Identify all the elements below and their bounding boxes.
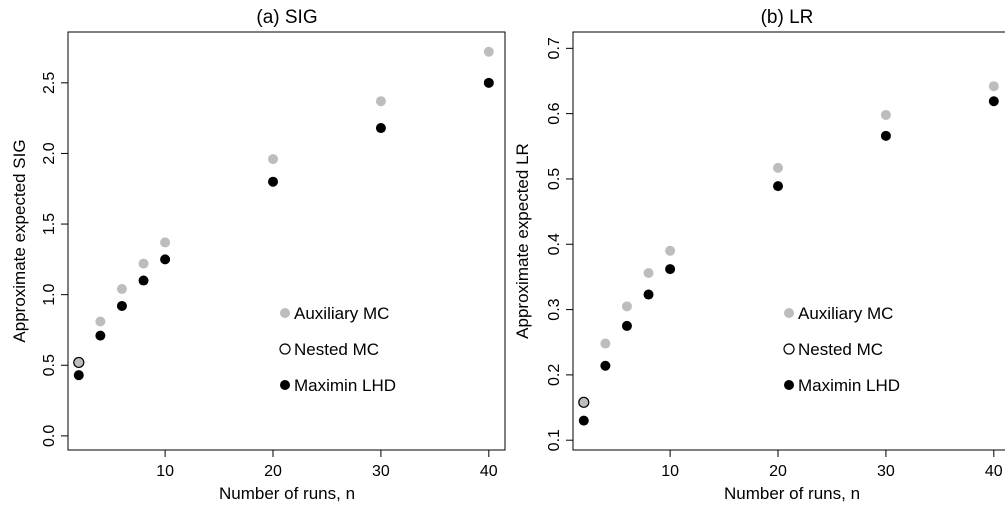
panel-a-x-tick-label: 10: [156, 463, 174, 480]
panel-a-point-auxiliary-mc: [73, 357, 84, 368]
panel-b-point-auxiliary-mc: [773, 162, 784, 173]
panel-a-y-tick-label: 1.5: [41, 213, 58, 235]
legend-label-nested-mc: Nested MC: [798, 340, 883, 359]
panel-a-y-axis: 0.0 0.5 1.0 1.5 2.0 2.5: [41, 72, 68, 447]
panel-b-y-tick-label: 0.6: [546, 102, 563, 124]
panel-a-plot-frame: [67, 31, 506, 451]
panel-b-y-tick-label: 0.3: [546, 298, 563, 320]
panel-a-point-maximin-lhd: [483, 77, 494, 88]
panel-a-x-axis-title: Number of runs, n: [219, 484, 355, 503]
legend-marker-nested-mc: [783, 343, 795, 355]
panel-b-y-tick-label: 0.7: [546, 37, 563, 59]
panel-a-point-maximin-lhd: [268, 176, 279, 187]
panel-b-point-maximin-lhd: [988, 96, 999, 107]
panel-b-plot-frame: [572, 31, 1005, 451]
panel-b-x-tick-label: 20: [769, 463, 787, 480]
panel-a-point-maximin-lhd: [160, 254, 171, 265]
panel-b-x-tick-label: 40: [985, 463, 1003, 480]
panel-b-y-tick-label: 0.4: [546, 233, 563, 255]
panel-a-y-axis-title: Approximate expected SIG: [10, 139, 29, 342]
legend-label-auxiliary-mc: Auxiliary MC: [798, 304, 893, 323]
legend-label-nested-mc: Nested MC: [294, 340, 379, 359]
legend-marker-nested-mc: [279, 343, 291, 355]
panel-b-point-auxiliary-mc: [621, 301, 632, 312]
panel-b-y-tick-label: 0.2: [546, 364, 563, 386]
panel-b-x-axis: 10 20 30 40: [661, 450, 1003, 480]
panel-a-point-auxiliary-mc: [138, 258, 149, 269]
panel-a-points: [73, 46, 494, 381]
panel-b-legend: Auxiliary MC Nested MC Maximin LHD: [783, 304, 900, 395]
panel-a-y-tick-label: 2.5: [41, 72, 58, 94]
panel-b-point-auxiliary-mc: [600, 338, 611, 349]
panel-b-point-auxiliary-mc: [643, 268, 654, 279]
panel-a: (a) SIG 0.0 0.5 1.0 1.5 2.0 2.5 10 20 30 40 Numb…: [10, 7, 506, 503]
panel-a-y-tick-label: 0.0: [41, 425, 58, 447]
panel-b-points: [578, 81, 999, 426]
panel-a-point-auxiliary-mc: [375, 96, 386, 107]
panel-a-point-nested-mc: [73, 356, 85, 369]
legend-marker-auxiliary-mc: [280, 308, 290, 318]
panel-b-y-axis: 0.1 0.2 0.3 0.4 0.5 0.6 0.7: [546, 37, 573, 451]
panel-a-point-maximin-lhd: [73, 370, 84, 381]
panel-a-x-tick-label: 20: [264, 463, 282, 480]
legend-marker-maximin-lhd: [784, 380, 794, 390]
panel-b-y-axis-title: Approximate expected LR: [513, 143, 532, 339]
panel-b-point-maximin-lhd: [773, 181, 784, 192]
panel-a-point-auxiliary-mc: [268, 154, 279, 165]
panel-b-point-auxiliary-mc: [665, 245, 676, 256]
panel-a-point-auxiliary-mc: [95, 316, 106, 327]
panel-a-point-auxiliary-mc: [483, 46, 494, 57]
panel-b-point-maximin-lhd: [643, 289, 654, 300]
panel-a-point-maximin-lhd: [95, 330, 106, 341]
legend-marker-maximin-lhd: [280, 380, 290, 390]
panel-a-point-maximin-lhd: [138, 275, 149, 286]
legend-marker-auxiliary-mc: [784, 308, 794, 318]
panel-a-title: (a) SIG: [256, 7, 317, 28]
panel-b-y-tick-label: 0.1: [546, 429, 563, 451]
panel-b-x-tick-label: 10: [661, 463, 679, 480]
panel-a-point-maximin-lhd: [375, 123, 386, 134]
panel-b-point-maximin-lhd: [880, 130, 891, 141]
legend-label-maximin-lhd: Maximin LHD: [798, 376, 900, 395]
panel-b-point-auxiliary-mc: [578, 397, 589, 408]
panel-b-x-axis-title: Number of runs, n: [724, 484, 860, 503]
panel-b-point-maximin-lhd: [578, 415, 589, 426]
panel-b-point-maximin-lhd: [665, 264, 676, 275]
panel-a-x-tick-label: 40: [480, 463, 498, 480]
panel-a-y-tick-label: 2.0: [41, 142, 58, 164]
panel-a-legend: Auxiliary MC Nested MC Maximin LHD: [279, 304, 396, 395]
legend-label-maximin-lhd: Maximin LHD: [294, 376, 396, 395]
panel-b-point-maximin-lhd: [600, 360, 611, 371]
panel-b-y-tick-label: 0.5: [546, 168, 563, 190]
panel-a-x-tick-label: 30: [372, 463, 390, 480]
panel-a-point-auxiliary-mc: [116, 284, 127, 295]
panel-a-x-axis: 10 20 30 40: [156, 450, 498, 480]
legend-label-auxiliary-mc: Auxiliary MC: [294, 304, 389, 323]
panel-a-y-tick-label: 1.0: [41, 283, 58, 305]
panel-a-point-auxiliary-mc: [160, 237, 171, 248]
panel-b-x-tick-label: 30: [877, 463, 895, 480]
panel-b: (b) LR 0.1 0.2 0.3 0.4 0.5 0.6 0.7 10 20 30 40 Nu…: [513, 7, 1005, 503]
panel-a-y-tick-label: 0.5: [41, 354, 58, 376]
panel-b-point-nested-mc: [578, 396, 590, 408]
panel-b-title: (b) LR: [761, 7, 814, 28]
panel-b-point-auxiliary-mc: [988, 81, 999, 92]
panel-a-point-maximin-lhd: [116, 300, 127, 311]
panel-b-point-maximin-lhd: [621, 320, 632, 331]
panel-b-point-auxiliary-mc: [880, 109, 891, 120]
